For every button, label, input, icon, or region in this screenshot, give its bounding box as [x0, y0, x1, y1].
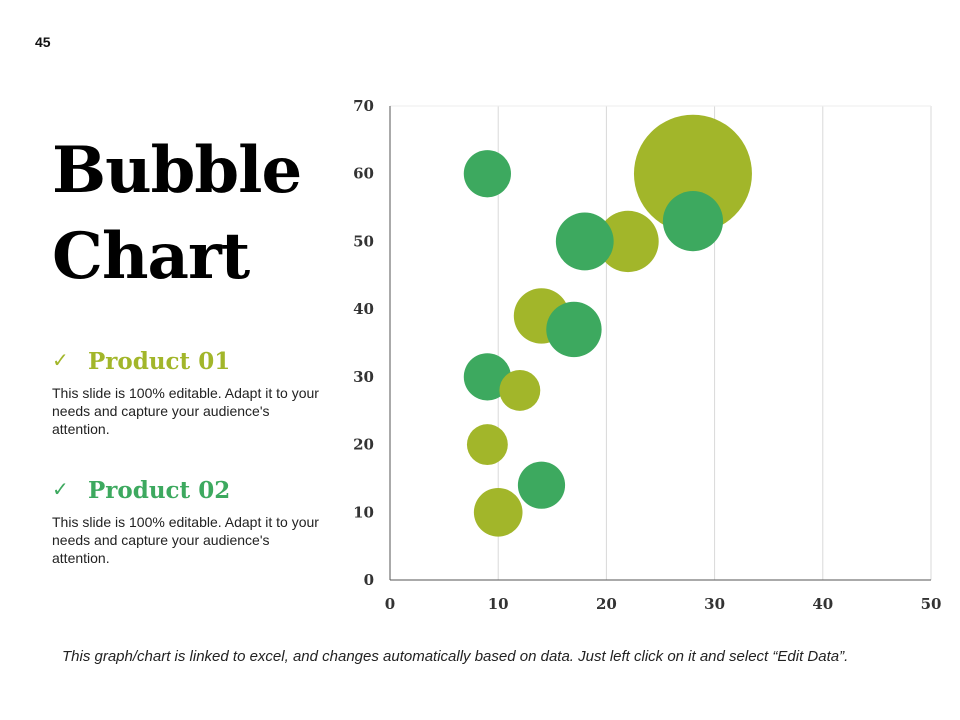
title-line-1: Bubble: [52, 133, 302, 208]
footnote: This graph/chart is linked to excel, and…: [62, 648, 849, 665]
y-tick-label-70: 70: [353, 97, 374, 115]
product-01-heading: ✓ Product 01: [52, 346, 327, 376]
x-tick-label-20: 20: [596, 595, 617, 613]
bubble-product-02-point-6: [517, 461, 566, 509]
page-number: 45: [35, 34, 51, 50]
y-tick-label-0: 0: [364, 571, 374, 589]
product-01-description: This slide is 100% editable. Adapt it to…: [52, 385, 319, 437]
bubble-product-02-point-4: [546, 301, 602, 358]
bubble-product-01-point-1: [633, 114, 752, 233]
y-tick-label-40: 40: [353, 300, 374, 318]
bubble-product-02-point-5: [463, 353, 511, 401]
x-tick-label-50: 50: [921, 595, 942, 613]
y-tick-label-50: 50: [353, 232, 374, 250]
x-tick-label-10: 10: [488, 595, 509, 613]
bubble-product-02-point-1: [463, 150, 511, 198]
y-tick-label-20: 20: [353, 436, 374, 454]
y-tick-label-60: 60: [353, 165, 374, 183]
bubble-product-02-point-2: [555, 212, 614, 271]
bubble-product-01-point-4: [499, 369, 541, 411]
bubble-product-01-point-2: [597, 210, 659, 273]
checkmark-icon: ✓: [52, 350, 69, 372]
y-tick-label-10: 10: [353, 503, 374, 521]
product-02-heading: ✓ Product 02: [52, 475, 327, 505]
x-tick-label-0: 0: [385, 595, 395, 613]
bubble-product-02-point-3: [662, 191, 724, 252]
bubble-product-01-point-6: [473, 487, 523, 537]
x-tick-label-30: 30: [704, 595, 725, 613]
product-02-description: This slide is 100% editable. Adapt it to…: [52, 514, 319, 566]
bubble-product-01-point-5: [466, 424, 508, 466]
product-01-block: ✓ Product 01 This slide is 100% editable…: [52, 346, 327, 438]
product-01-name: Product 01: [88, 347, 231, 375]
product-02-name: Product 02: [88, 476, 231, 504]
y-tick-label-30: 30: [353, 368, 374, 386]
x-tick-label-40: 40: [812, 595, 833, 613]
checkmark-icon: ✓: [52, 479, 69, 501]
slide-title: Bubble Chart: [52, 128, 302, 300]
title-line-2: Chart: [52, 219, 250, 294]
product-02-block: ✓ Product 02 This slide is 100% editable…: [52, 475, 327, 567]
